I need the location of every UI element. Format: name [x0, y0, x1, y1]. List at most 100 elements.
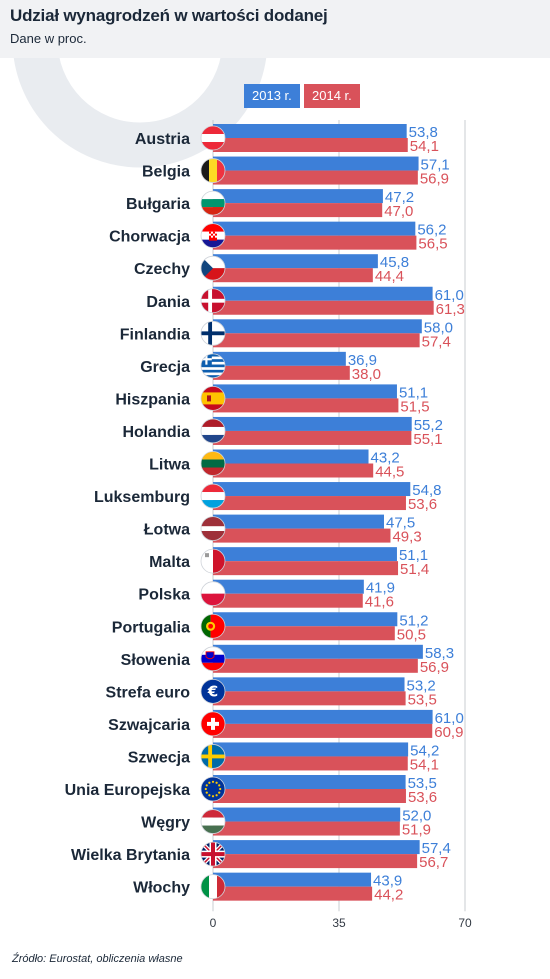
data-label-2013: 47,5: [386, 515, 415, 532]
data-label-2014: 56,5: [418, 236, 447, 253]
eu-flag-icon: [200, 776, 226, 802]
data-label-2014: 51,5: [400, 398, 429, 415]
data-label-2013: 53,2: [407, 677, 436, 694]
legend-2014: 2014 r.: [304, 84, 360, 108]
italy-flag-icon: [200, 874, 226, 900]
bar-2014: [213, 789, 406, 803]
data-label-2013: 61,0: [435, 710, 464, 727]
denmark-flag-icon: [200, 288, 226, 314]
data-label-2013: 36,9: [348, 352, 377, 369]
category-label: Łotwa: [144, 522, 190, 539]
bar-2013: [213, 189, 383, 204]
bar-2013: [213, 156, 419, 171]
chart-title: Udział wynagrodzeń w wartości dodanej: [10, 6, 328, 25]
category-label: Finlandia: [120, 326, 190, 343]
data-label-2014: 57,4: [422, 333, 451, 350]
belgium-flag-icon: [200, 158, 226, 183]
data-label-2013: 43,9: [373, 873, 402, 890]
category-label: Hiszpania: [115, 391, 190, 408]
bar-2013: [213, 709, 433, 724]
switzerland-flag-icon: [200, 711, 226, 737]
bar-2014: [213, 138, 408, 152]
bar-2013: [213, 221, 416, 236]
data-label-2013: 56,2: [417, 222, 446, 239]
data-label-2013: 54,8: [412, 482, 441, 499]
x-tick-label: 0: [210, 916, 217, 930]
data-label-2013: 58,3: [425, 645, 454, 662]
category-label: Portugalia: [112, 619, 190, 636]
data-label-2013: 58,0: [424, 319, 453, 336]
lithuania-flag-icon: [200, 451, 226, 476]
data-label-2014: 38,0: [352, 366, 381, 383]
bar-2013: [213, 351, 346, 366]
category-label: Szwecja: [128, 749, 190, 766]
bar-2013: [213, 514, 384, 529]
croatia-flag-icon: [200, 223, 226, 249]
data-label-2013: 51,2: [399, 612, 428, 629]
bar-2013: [213, 449, 369, 464]
category-label: Austria: [135, 131, 190, 148]
bar-2013: [213, 416, 412, 431]
slovenia-flag-icon: [200, 646, 226, 672]
bar-2013: [213, 807, 401, 822]
legend-2013: 2013 r.: [244, 84, 300, 108]
bar-2013: [213, 872, 372, 887]
data-label-2014: 51,9: [402, 822, 431, 839]
bar-2013: [213, 124, 407, 138]
bar-2014: [213, 170, 418, 185]
data-label-2013: 54,2: [410, 742, 439, 759]
bar-2013: [213, 384, 397, 399]
bar-2014: [213, 463, 374, 478]
category-label: Luksemburg: [94, 489, 190, 506]
category-label: Malta: [149, 554, 190, 571]
bar-2014: [213, 658, 418, 673]
bar-2013: [213, 547, 397, 562]
header: Udział wynagrodzeń w wartości dodanej Da…: [0, 0, 550, 58]
data-label-2014: 56,9: [420, 171, 449, 188]
legend-label-2013: 2013 r.: [252, 88, 292, 103]
bar-2013: [213, 612, 398, 627]
data-label-2014: 56,7: [419, 854, 448, 871]
bar-2014: [213, 300, 434, 315]
category-label: Polska: [138, 587, 190, 604]
category-label: Dania: [146, 294, 190, 311]
austria-flag-icon: [200, 125, 226, 151]
data-label-2013: 55,2: [414, 417, 443, 434]
finland-flag-icon: [200, 320, 226, 346]
data-label-2014: 61,3: [436, 301, 465, 318]
spain-flag-icon: [200, 385, 226, 411]
data-label-2014: 55,1: [413, 431, 442, 448]
data-label-2014: 53,5: [408, 691, 437, 708]
data-label-2013: 45,8: [380, 254, 409, 271]
data-label-2013: 53,8: [409, 124, 438, 141]
data-label-2013: 61,0: [435, 287, 464, 304]
x-tick-label: 35: [332, 916, 346, 930]
netherlands-flag-icon: [200, 418, 226, 444]
latvia-flag-icon: [200, 516, 226, 541]
bulgaria-flag-icon: [200, 190, 226, 216]
data-label-2014: 44,4: [375, 268, 404, 285]
data-label-2013: 41,9: [366, 580, 395, 597]
luxembourg-flag-icon: [200, 483, 226, 509]
sweden-flag-icon: [200, 744, 226, 769]
bar-2014: [213, 756, 408, 771]
poland-flag-icon: [200, 581, 226, 607]
bar-2013: [213, 840, 420, 855]
bar-2014: [213, 821, 400, 836]
svg-text:€: €: [207, 682, 218, 700]
category-label: Szwajcaria: [108, 717, 190, 734]
bar-2014: [213, 593, 363, 608]
category-label: Holandia: [122, 424, 190, 441]
category-label: Czechy: [134, 261, 190, 278]
euro-flag-icon: €: [200, 678, 226, 704]
category-label: Bułgaria: [126, 196, 190, 213]
greece-flag-icon: [200, 353, 226, 379]
data-label-2013: 52,0: [402, 808, 431, 825]
bar-2014: [213, 886, 373, 901]
data-label-2014: 54,1: [410, 756, 439, 773]
category-label: Strefa euro: [106, 684, 191, 701]
uk-flag-icon: [200, 841, 226, 867]
data-label-2013: 43,2: [371, 450, 400, 467]
data-label-2014: 60,9: [434, 724, 463, 741]
